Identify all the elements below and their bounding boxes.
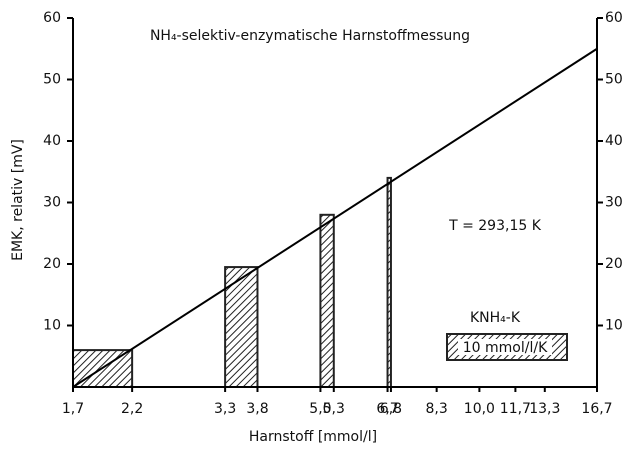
x-tick-label: 2,2 (121, 401, 143, 417)
x-tick-label: 3,3 (214, 401, 236, 417)
y2-tick-label: 20 (605, 256, 623, 272)
y-tick-label: 40 (43, 133, 61, 149)
y-tick-label: 10 (43, 318, 61, 334)
x-tick-label: 1,7 (62, 401, 84, 417)
legend-label-bg (458, 339, 552, 355)
y-tick-label: 50 (43, 72, 61, 88)
y-axis-label: EMK, relativ [mV] (10, 139, 26, 261)
x-tick-label: 3,8 (246, 401, 268, 417)
bar (319, 213, 335, 388)
legend-label: 10 mmol/l/K (463, 340, 548, 356)
y2-tick-label: 40 (605, 133, 623, 149)
bar (386, 176, 392, 388)
y2-tick-label: 30 (605, 195, 623, 211)
x-tick-label: 16,7 (581, 401, 612, 417)
x-tick-label: 8,3 (426, 401, 448, 417)
x-tick-label: 5,3 (323, 401, 345, 417)
y-tick-label: 20 (43, 256, 61, 272)
x-tick-label: 11,7 (500, 401, 531, 417)
x-tick-label: 6,7 (376, 401, 398, 417)
line (72, 47, 598, 388)
chart-title: NH₄-selektiv-enzymatische Harnstoffmessu… (150, 28, 470, 44)
y2-tick-label: 10 (605, 318, 623, 334)
x-tick-label: 6,8 (380, 401, 402, 417)
x-tick-label: 5,0 (309, 401, 331, 417)
y2-tick-label: 60 (605, 10, 623, 26)
x-axis-label: Harnstoff [mmol/l] (249, 429, 377, 445)
y-tick-label: 60 (43, 10, 61, 26)
x-tick-label: 13,3 (529, 401, 560, 417)
y-tick-label: 30 (43, 195, 61, 211)
y2-tick-label: 50 (605, 72, 623, 88)
x-tick-label: 10,0 (464, 401, 495, 417)
legend-title: KNH₄-K (470, 310, 521, 326)
annotation: T = 293,15 K (448, 218, 542, 234)
